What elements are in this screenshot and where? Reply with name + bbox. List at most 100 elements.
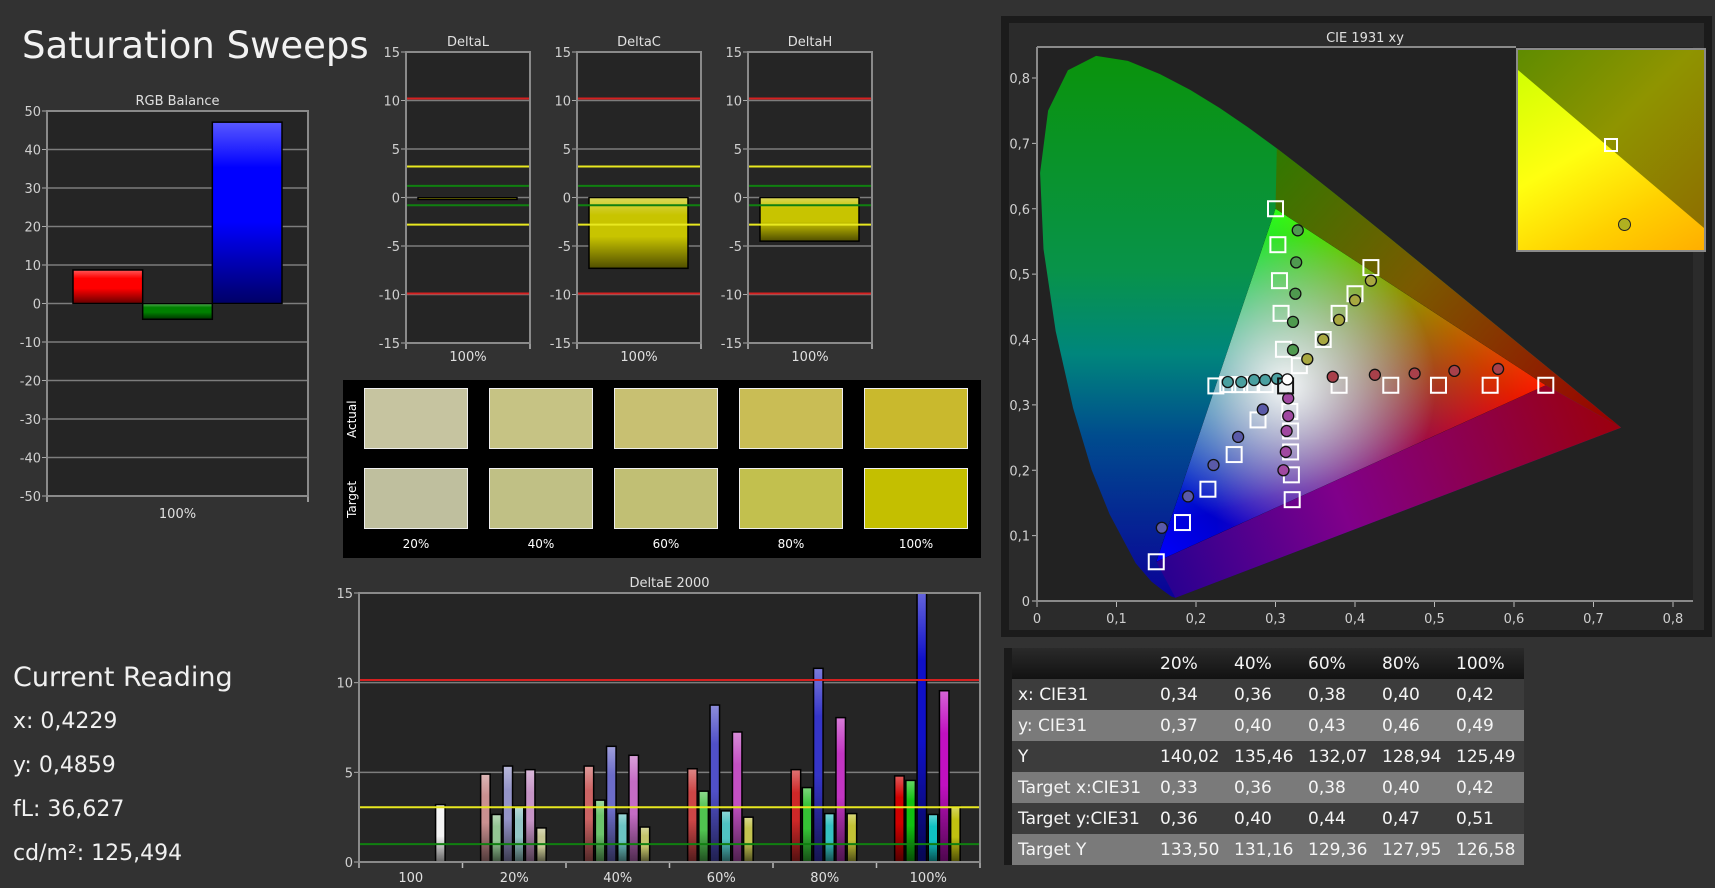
- x-tick-label: 0,5: [1424, 612, 1445, 627]
- table-cell: 0,40: [1376, 679, 1450, 710]
- target-marker: [1314, 331, 1332, 348]
- inset-target-marker: [1603, 138, 1618, 152]
- y-tick-label: 15: [336, 587, 353, 602]
- swatch-column-label: 40%: [527, 537, 555, 551]
- deltae-bar-outline: [835, 716, 847, 863]
- measured-marker: [1231, 430, 1245, 444]
- table-cell: 0,51: [1450, 803, 1524, 834]
- y-tick-label: -15: [721, 337, 742, 352]
- target-marker: [1481, 376, 1499, 394]
- deltae-bar-outline: [938, 689, 950, 863]
- y-tick-label: 15: [725, 46, 742, 61]
- chart-deltae-2000: 0 5 10 15 DeltaE 2000 100 20% 40% 60% 80% 100%: [336, 576, 981, 886]
- deltae-bar-outline: [812, 667, 824, 863]
- table-cell: 0,47: [1376, 803, 1450, 834]
- measured-marker: [1326, 370, 1339, 383]
- deltae-bar-outline: [709, 704, 721, 863]
- deltae-bar-outline: [594, 799, 606, 863]
- deltae-bar-outline: [686, 767, 698, 863]
- y-tick-label: 5: [392, 143, 400, 158]
- plot-border: [46, 110, 309, 497]
- x-tick-label: 0,1: [1106, 612, 1127, 627]
- deltae-bar-outline: [846, 812, 858, 863]
- current-reading-heading: Current Reading: [13, 662, 233, 693]
- reading-x: x: 0,4229: [13, 709, 118, 734]
- table-cell: [1012, 648, 1154, 679]
- y-tick-label: 15: [383, 46, 400, 61]
- deltae-bar-outline: [893, 775, 905, 863]
- inset-measured-marker: [1618, 218, 1632, 231]
- table-cell: Target x:CIE31: [1012, 772, 1154, 803]
- table-cell: Target Y: [1012, 834, 1154, 865]
- out-of-gamut-upper: [1275, 148, 1622, 428]
- measured-marker: [1286, 343, 1300, 357]
- y-tick-label: 0: [1022, 595, 1030, 610]
- deltae-bar-outline: [720, 810, 732, 863]
- target-marker: [1382, 376, 1400, 394]
- chart-deltac: -15 -10 -5 0 5 10 15 DeltaC 100%: [550, 35, 702, 365]
- table-cell: Y: [1012, 741, 1154, 772]
- y-tick-label: 0,3: [1009, 399, 1030, 414]
- y-tick-label: 30: [24, 182, 41, 197]
- y-tick-label: 0,4: [1009, 334, 1030, 349]
- y-tick-label: -40: [20, 452, 41, 467]
- reading-y: y: 0,4859: [13, 753, 116, 778]
- y-tick-label: 0,2: [1009, 464, 1030, 479]
- swatch-column-label: 80%: [777, 537, 805, 551]
- table-cell: 0,40: [1228, 710, 1302, 741]
- y-tick-label: -20: [20, 375, 41, 390]
- table-cell: 140,02: [1154, 741, 1228, 772]
- swatch-column-label: 60%: [652, 537, 680, 551]
- y-tick-label: 5: [563, 143, 571, 158]
- color-swatch-panel: Actual Target 20% 40% 60% 80% 100%: [343, 380, 981, 558]
- table-row: Target y:CIE31 0,36 0,40 0,44 0,47 0,51: [1004, 803, 1524, 834]
- y-tick-label: 40: [24, 144, 41, 159]
- table-cell: 20%: [1154, 648, 1228, 679]
- x-tick-label: 0,8: [1663, 612, 1684, 627]
- table-cell: 0,49: [1450, 710, 1524, 741]
- swatch-column-label: 100%: [898, 537, 934, 551]
- y-tick-label: -50: [20, 490, 41, 505]
- table-cell: 0,44: [1302, 803, 1376, 834]
- table-cell: 128,94: [1376, 741, 1450, 772]
- delta-bar-outline: [417, 196, 518, 201]
- table-cell: 0,37: [1154, 710, 1228, 741]
- table-cell: 0,40: [1228, 803, 1302, 834]
- target-marker: [1173, 514, 1191, 532]
- actual-swatch: [864, 388, 968, 449]
- deltae-bar-outline: [502, 765, 514, 863]
- actual-swatch: [614, 388, 718, 449]
- table-header-row: 20% 40% 60% 80% 100%: [1004, 648, 1524, 679]
- y-tick-label: -15: [379, 337, 400, 352]
- table-cell: 132,07: [1302, 741, 1376, 772]
- target-swatch: [864, 468, 968, 529]
- white-point-glow: [1156, 208, 1546, 562]
- row-strip: [1004, 710, 1012, 741]
- x-category-label: 100: [398, 871, 423, 886]
- plot-border: [747, 51, 873, 344]
- deltae-bar-outline: [824, 812, 835, 863]
- measurement-table: 20% 40% 60% 80% 100% x: CIE31 0,34 0,36 0,38 0,40…: [1004, 648, 1524, 865]
- y-tick-label: 0,7: [1009, 137, 1030, 152]
- y-tick-label: -15: [550, 337, 571, 352]
- x-category-label: 20%: [500, 871, 529, 886]
- chart-rgb-balance: -50 -40 -30 -20 -10 0 10 20 30 40 50 RGB Balance 100…: [20, 94, 309, 522]
- measured-marker: [1259, 373, 1272, 387]
- target-marker: [1330, 376, 1348, 394]
- target-marker: [1269, 236, 1287, 254]
- y-tick-label: -30: [20, 413, 41, 428]
- y-tick-label: 15: [554, 46, 571, 61]
- x-tick-label: 0,4: [1345, 612, 1366, 627]
- y-tick-label: 10: [554, 95, 571, 110]
- plot-border: [405, 51, 531, 344]
- table-cell: 126,58: [1450, 834, 1524, 865]
- actual-swatch: [489, 388, 593, 449]
- y-tick-label: 0: [345, 856, 353, 871]
- y-tick-label: 10: [383, 95, 400, 110]
- y-tick-label: -10: [721, 289, 742, 304]
- target-marker: [1147, 553, 1165, 571]
- target-swatch: [489, 468, 593, 529]
- row-strip: [1004, 679, 1012, 710]
- table-row: Target Y 133,50 131,16 129,36 127,95 126,58: [1004, 834, 1524, 865]
